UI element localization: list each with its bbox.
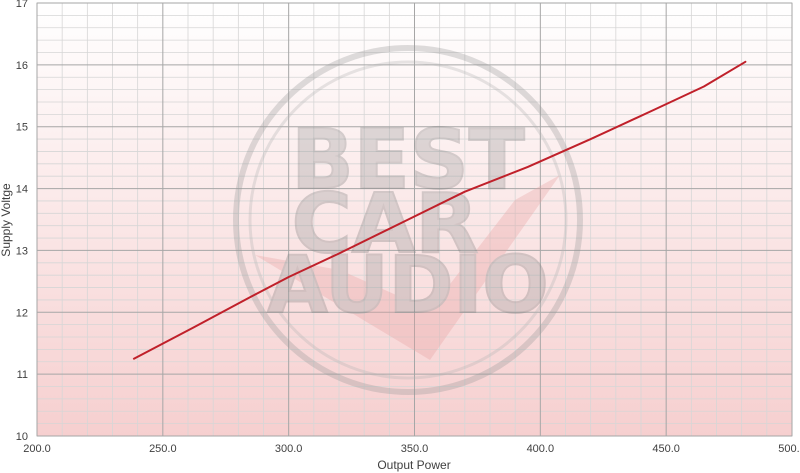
x-tick-label: 350.0 (401, 443, 429, 455)
y-tick-label: 12 (16, 307, 28, 319)
x-tick-label: 200.0 (23, 443, 51, 455)
watermark-ring-inner (248, 60, 568, 380)
series-line (132, 60, 747, 360)
y-tick-label: 13 (16, 245, 28, 257)
watermark-word-2: CAR (292, 177, 479, 272)
y-tick-label: 14 (16, 184, 28, 196)
y-axis-title: Supply Voltge (0, 183, 13, 257)
x-tick-label: 300.0 (275, 443, 303, 455)
y-tick-label: 15 (16, 122, 28, 134)
x-tick-label: 250.0 (149, 443, 177, 455)
watermark-logo: BEST CAR AUDIO (233, 45, 583, 395)
watermark-word-3: AUDIO (267, 241, 548, 331)
y-tick-label: 10 (16, 431, 28, 443)
major-grid (36, 2, 793, 437)
y-tick-label: 11 (17, 369, 28, 381)
x-tick-label: 400.0 (527, 443, 555, 455)
x-tick-label: 450.0 (652, 443, 680, 455)
y-tick-label: 17 (16, 0, 28, 10)
x-axis-ticks: 200.0 250.0 300.0 350.0 400.0 450.0 500.0 (23, 443, 800, 455)
watermark-ring (233, 45, 583, 395)
y-axis-ticks: 10 11 12 13 14 15 16 17 (16, 0, 28, 443)
y-tick-label: 16 (16, 60, 28, 72)
x-tick-label: 500.0 (778, 443, 800, 455)
series-layer (132, 60, 747, 360)
x-axis-title: Output Power (377, 458, 450, 472)
watermark-check-shape (255, 175, 560, 360)
watermark-word-1: BEST (291, 113, 525, 208)
